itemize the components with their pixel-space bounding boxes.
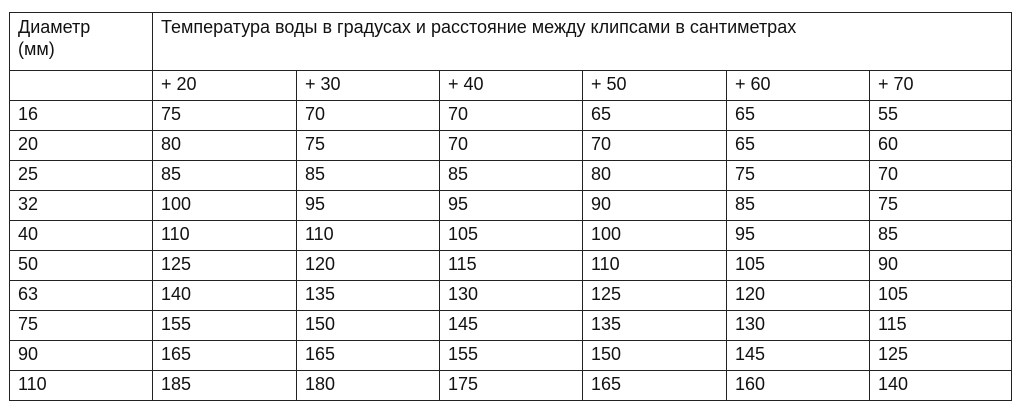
table-row: 32 100 95 95 90 85 75 <box>9 190 1013 221</box>
table-row: 50 125 120 115 110 105 90 <box>9 250 1013 281</box>
temperature-header: + 60 <box>726 70 870 101</box>
spacing-cell: 120 <box>726 280 870 311</box>
spacing-cell: 105 <box>868 280 1013 311</box>
spacing-cell: 155 <box>439 340 583 371</box>
spacing-cell: 90 <box>868 250 1013 281</box>
spacing-cell: 85 <box>152 160 297 191</box>
spacing-cell: 95 <box>726 220 870 251</box>
spacing-cell: 130 <box>726 310 870 341</box>
spacing-cell: 55 <box>868 100 1013 131</box>
spacing-cell: 180 <box>296 370 440 401</box>
temperature-header: + 20 <box>152 70 297 101</box>
spacing-cell: 130 <box>439 280 583 311</box>
diameter-cell: 110 <box>9 370 153 401</box>
spacing-cell: 70 <box>296 100 440 131</box>
spacing-cell: 145 <box>726 340 870 371</box>
diameter-header: Диаметр (мм) <box>9 12 153 71</box>
spacing-cell: 140 <box>152 280 297 311</box>
spacing-cell: 75 <box>152 100 297 131</box>
spacing-cell: 115 <box>868 310 1013 341</box>
diameter-cell: 90 <box>9 340 153 371</box>
spacing-cell: 105 <box>439 220 583 251</box>
diameter-unit: (мм) <box>18 39 55 59</box>
spacing-cell: 125 <box>868 340 1013 371</box>
spacing-cell: 65 <box>726 100 870 131</box>
spacing-cell: 145 <box>439 310 583 341</box>
header-row: Диаметр (мм) Температура воды в градусах … <box>9 12 1013 71</box>
spacing-cell: 155 <box>152 310 297 341</box>
group-title: Температура воды в градусах и расстояние… <box>151 12 1013 71</box>
table-row: 25 85 85 85 80 75 70 <box>9 160 1013 191</box>
spacing-cell: 165 <box>296 340 440 371</box>
diameter-cell: 25 <box>9 160 153 191</box>
spacing-cell: 125 <box>152 250 297 281</box>
spacing-cell: 100 <box>152 190 297 221</box>
spacing-cell: 75 <box>726 160 870 191</box>
spacing-cell: 70 <box>582 130 727 161</box>
table-row: 40 110 110 105 100 95 85 <box>9 220 1013 251</box>
spacing-cell: 85 <box>439 160 583 191</box>
spacing-cell: 85 <box>726 190 870 221</box>
spacing-cell: 110 <box>582 250 727 281</box>
spacing-cell: 135 <box>296 280 440 311</box>
spacing-cell: 160 <box>726 370 870 401</box>
spacing-cell: 75 <box>868 190 1013 221</box>
table-row: 63 140 135 130 125 120 105 <box>9 280 1013 311</box>
spacing-cell: 70 <box>439 100 583 131</box>
diameter-cell: 63 <box>9 280 153 311</box>
empty-cell <box>9 70 153 101</box>
spacing-cell: 165 <box>152 340 297 371</box>
spacing-cell: 150 <box>582 340 727 371</box>
spacing-cell: 120 <box>296 250 440 281</box>
spacing-cell: 75 <box>296 130 440 161</box>
temperature-header: + 40 <box>439 70 583 101</box>
spacing-cell: 150 <box>296 310 440 341</box>
table-row: 110 185 180 175 165 160 140 <box>9 370 1013 401</box>
spacing-cell: 80 <box>152 130 297 161</box>
spacing-cell: 100 <box>582 220 727 251</box>
spacing-cell: 70 <box>439 130 583 161</box>
temperature-header: + 70 <box>868 70 1013 101</box>
spacing-cell: 95 <box>439 190 583 221</box>
diameter-cell: 75 <box>9 310 153 341</box>
spacing-cell: 95 <box>296 190 440 221</box>
diameter-cell: 40 <box>9 220 153 251</box>
spacing-cell: 175 <box>439 370 583 401</box>
spacing-cell: 85 <box>868 220 1013 251</box>
spacing-cell: 140 <box>868 370 1013 401</box>
table-row: 90 165 165 155 150 145 125 <box>9 340 1013 371</box>
diameter-cell: 50 <box>9 250 153 281</box>
spacing-cell: 60 <box>868 130 1013 161</box>
spacing-cell: 85 <box>296 160 440 191</box>
temperature-row: + 20 + 30 + 40 + 50 + 60 + 70 <box>9 70 1013 101</box>
spacing-cell: 80 <box>582 160 727 191</box>
spacing-cell: 65 <box>582 100 727 131</box>
diameter-cell: 32 <box>9 190 153 221</box>
spacing-cell: 185 <box>152 370 297 401</box>
spacing-cell: 110 <box>296 220 440 251</box>
clip-spacing-table: Диаметр (мм) Температура воды в градусах … <box>9 12 1013 401</box>
table-row: 75 155 150 145 135 130 115 <box>9 310 1013 341</box>
diameter-cell: 20 <box>9 130 153 161</box>
spacing-cell: 165 <box>582 370 727 401</box>
spacing-cell: 90 <box>582 190 727 221</box>
spacing-cell: 110 <box>152 220 297 251</box>
diameter-cell: 16 <box>9 100 153 131</box>
spacing-cell: 65 <box>726 130 870 161</box>
diameter-label: Диаметр <box>18 17 91 37</box>
table-row: 16 75 70 70 65 65 55 <box>9 100 1013 131</box>
table-row: 20 80 75 70 70 65 60 <box>9 130 1013 161</box>
spacing-cell: 115 <box>439 250 583 281</box>
spacing-cell: 125 <box>582 280 727 311</box>
spacing-cell: 70 <box>868 160 1013 191</box>
temperature-header: + 50 <box>582 70 727 101</box>
spacing-cell: 105 <box>726 250 870 281</box>
spacing-cell: 135 <box>582 310 727 341</box>
temperature-header: + 30 <box>296 70 440 101</box>
